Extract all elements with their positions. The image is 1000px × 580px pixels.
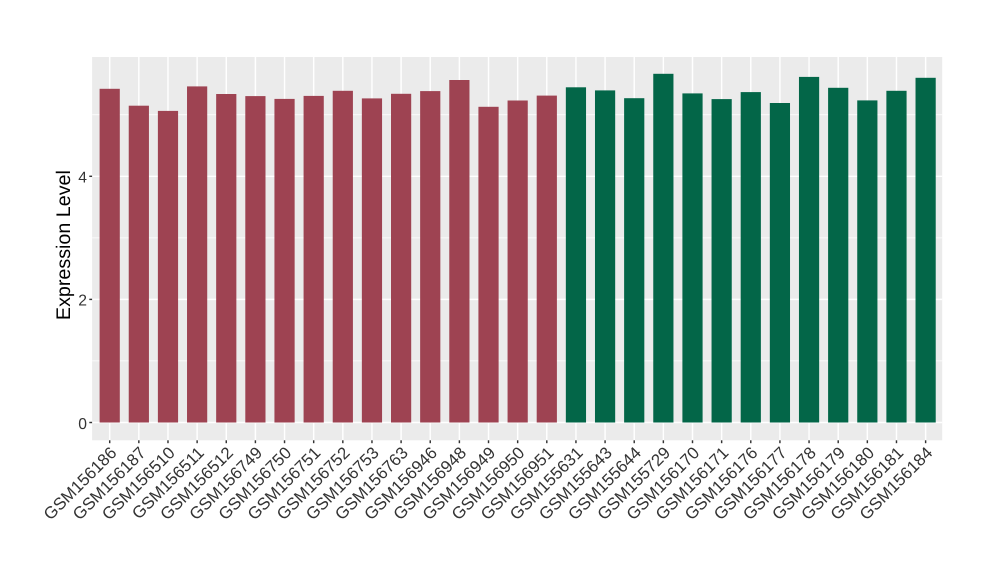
svg-text:4: 4 [78, 170, 87, 187]
svg-text:0: 0 [78, 416, 87, 433]
svg-text:2: 2 [78, 293, 87, 310]
svg-text:Expression Level: Expression Level [53, 170, 75, 320]
